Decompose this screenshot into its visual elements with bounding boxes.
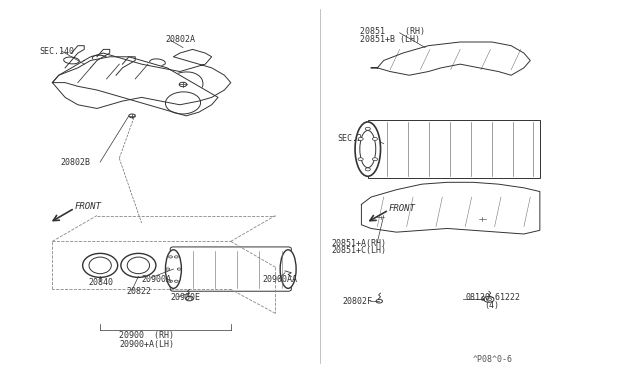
Text: 20851+A(RH): 20851+A(RH)	[332, 239, 387, 248]
Text: 20851    (RH): 20851 (RH)	[360, 27, 425, 36]
Text: ^P08^0-6: ^P08^0-6	[473, 355, 513, 364]
Circle shape	[174, 256, 178, 258]
Text: 20900E: 20900E	[170, 293, 200, 302]
Circle shape	[365, 127, 371, 130]
Text: 20840: 20840	[89, 278, 114, 287]
Text: 08120-61222: 08120-61222	[465, 293, 520, 302]
Circle shape	[169, 280, 173, 282]
Text: 20900  (RH): 20900 (RH)	[119, 331, 174, 340]
Text: 20802B: 20802B	[60, 158, 90, 167]
Circle shape	[169, 256, 173, 258]
Text: 20851+C(LH): 20851+C(LH)	[332, 247, 387, 256]
Circle shape	[372, 137, 378, 140]
Ellipse shape	[166, 250, 181, 288]
Circle shape	[365, 168, 371, 171]
Ellipse shape	[280, 250, 296, 288]
Polygon shape	[371, 42, 531, 75]
Text: FRONT: FRONT	[389, 203, 416, 213]
Circle shape	[177, 268, 181, 270]
Text: SEC.140: SEC.140	[40, 47, 75, 56]
Text: 20900AA: 20900AA	[262, 275, 298, 283]
Text: 20802F: 20802F	[342, 297, 372, 306]
Polygon shape	[362, 182, 540, 234]
Text: SEC.200: SEC.200	[338, 134, 373, 143]
Polygon shape	[368, 121, 540, 178]
Text: 20900A: 20900A	[141, 275, 172, 283]
Circle shape	[372, 158, 378, 161]
Circle shape	[358, 158, 363, 161]
Circle shape	[174, 280, 178, 282]
Circle shape	[358, 137, 363, 140]
Circle shape	[166, 268, 170, 270]
Ellipse shape	[360, 131, 376, 168]
Text: 20822: 20822	[127, 288, 152, 296]
Text: (4): (4)	[484, 301, 499, 311]
Text: FRONT: FRONT	[75, 202, 102, 211]
Text: S: S	[481, 296, 484, 302]
Text: 20900+A(LH): 20900+A(LH)	[119, 340, 174, 349]
Polygon shape	[52, 57, 218, 116]
Ellipse shape	[355, 122, 381, 176]
Text: 20802A: 20802A	[166, 35, 196, 44]
Text: 20851+B (LH): 20851+B (LH)	[360, 35, 420, 44]
